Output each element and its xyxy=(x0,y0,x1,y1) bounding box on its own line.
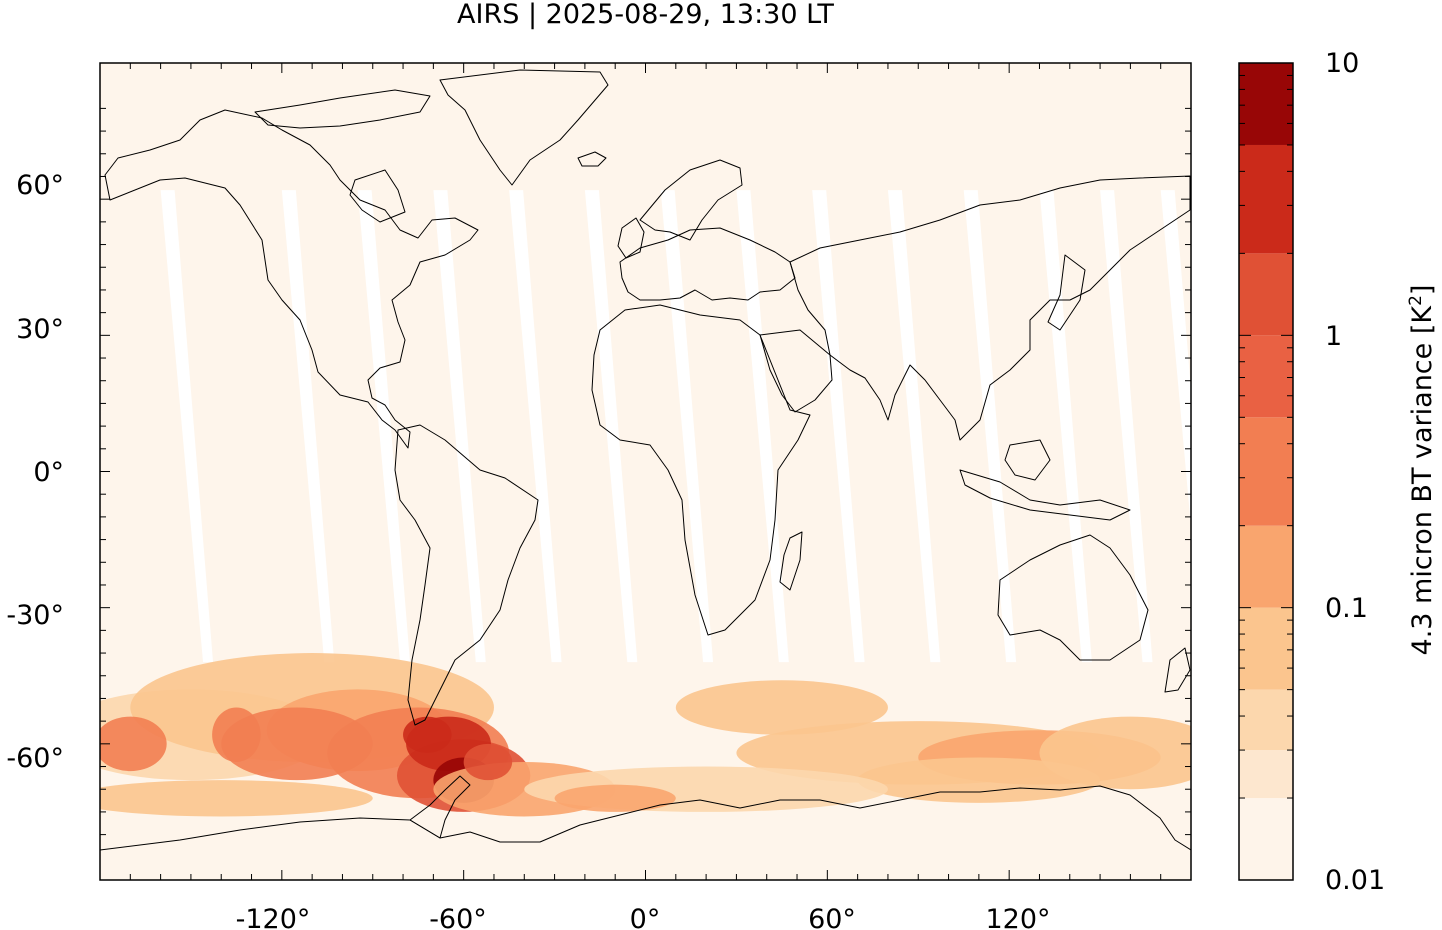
variance-patch xyxy=(212,707,261,762)
y-tick-label: 0° xyxy=(33,457,64,488)
variance-patch xyxy=(100,780,373,817)
coastline-europe xyxy=(619,227,796,301)
colorbar-bin xyxy=(1239,607,1293,690)
coastline-new-zealand xyxy=(1164,647,1191,693)
y-tick-label: -30° xyxy=(6,600,64,631)
variance-patch xyxy=(403,716,452,753)
coastline-borneo xyxy=(1004,439,1051,481)
x-axis-labels: -120° -60° 0° 60° 120° xyxy=(236,904,1051,930)
data-gap xyxy=(281,190,335,663)
data-gap xyxy=(736,190,789,663)
y-tick-label: 30° xyxy=(16,314,64,345)
variance-patch xyxy=(1039,716,1191,790)
colorbar xyxy=(1239,63,1293,880)
coastlines xyxy=(100,69,1191,851)
data-gap xyxy=(433,190,486,663)
colorbar-title: 4.3 micron BT variance [K2] xyxy=(1406,284,1438,656)
data-gap xyxy=(1039,190,1092,663)
colorbar-bin xyxy=(1239,525,1293,608)
colorbar-ticks xyxy=(1239,62,1293,881)
colorbar-tick-label: 10 xyxy=(1325,48,1359,79)
x-tick-label: -60° xyxy=(429,904,487,930)
colorbar-bin xyxy=(1239,253,1293,336)
map-title: AIRS | 2025-08-29, 13:30 LT xyxy=(457,0,834,30)
colorbar-bin xyxy=(1239,798,1293,880)
colorbar-tick-label: 0.01 xyxy=(1325,865,1385,896)
coastline-north-america xyxy=(104,109,479,449)
colorbar-bin xyxy=(1239,689,1293,751)
coastline-south-america xyxy=(394,424,539,726)
y-tick-label: 60° xyxy=(16,170,64,201)
coastline-australia xyxy=(997,534,1149,661)
coastline-madagascar xyxy=(779,531,803,591)
coastline-scandinavia xyxy=(639,159,743,241)
data-gap xyxy=(584,190,638,663)
colorbar-tick-label: 0.1 xyxy=(1325,593,1368,624)
coastline-hudson-bay xyxy=(349,169,406,223)
colorbar-labels: 10 1 0.1 0.01 xyxy=(1325,48,1385,896)
coastline-greenland xyxy=(439,69,609,186)
variance-patch xyxy=(554,784,676,812)
colorbar-bin xyxy=(1239,417,1293,526)
data-gap xyxy=(357,190,411,663)
colorbar-bin xyxy=(1239,750,1293,799)
data-gap xyxy=(160,190,214,663)
variance-patch xyxy=(463,743,513,781)
y-axis-labels: 60° 30° 0° -30° -60° xyxy=(6,170,64,774)
variance-field xyxy=(100,653,1191,817)
map-layers xyxy=(100,69,1191,851)
data-gap xyxy=(812,190,865,663)
data-gap xyxy=(963,190,1017,663)
coastline-arctic-islands xyxy=(254,89,431,129)
variance-patch xyxy=(675,680,888,735)
variance-patch xyxy=(857,757,1101,803)
coastline-africa xyxy=(591,304,811,636)
coastline-iceland xyxy=(577,151,607,167)
x-tick-label: -120° xyxy=(236,904,311,930)
data-gap xyxy=(509,190,562,663)
x-tick-label: 0° xyxy=(630,904,661,930)
coastline-japan xyxy=(1047,254,1086,331)
map-ticks xyxy=(100,63,1191,880)
data-gap xyxy=(887,190,941,663)
colorbar-bin xyxy=(1239,335,1293,418)
coastline-arabia xyxy=(759,329,833,413)
coastline-antarctica xyxy=(100,785,1191,851)
coastline-british-isles xyxy=(617,217,645,259)
coastline-asia xyxy=(789,175,1191,441)
x-tick-label: 120° xyxy=(985,904,1050,930)
colorbar-bin xyxy=(1239,63,1293,145)
colorbar-tick-label: 1 xyxy=(1325,321,1342,352)
coastline-antarctic-peninsula xyxy=(409,775,471,839)
variance-patch xyxy=(100,716,167,772)
colorbar-frame xyxy=(1238,62,1294,881)
y-tick-label: -60° xyxy=(6,743,64,774)
data-gap xyxy=(1160,190,1191,528)
colorbar-bin xyxy=(1239,144,1293,254)
x-tick-label: 60° xyxy=(808,904,856,930)
data-gap xyxy=(1100,190,1153,663)
coastline-indonesia xyxy=(959,469,1131,521)
